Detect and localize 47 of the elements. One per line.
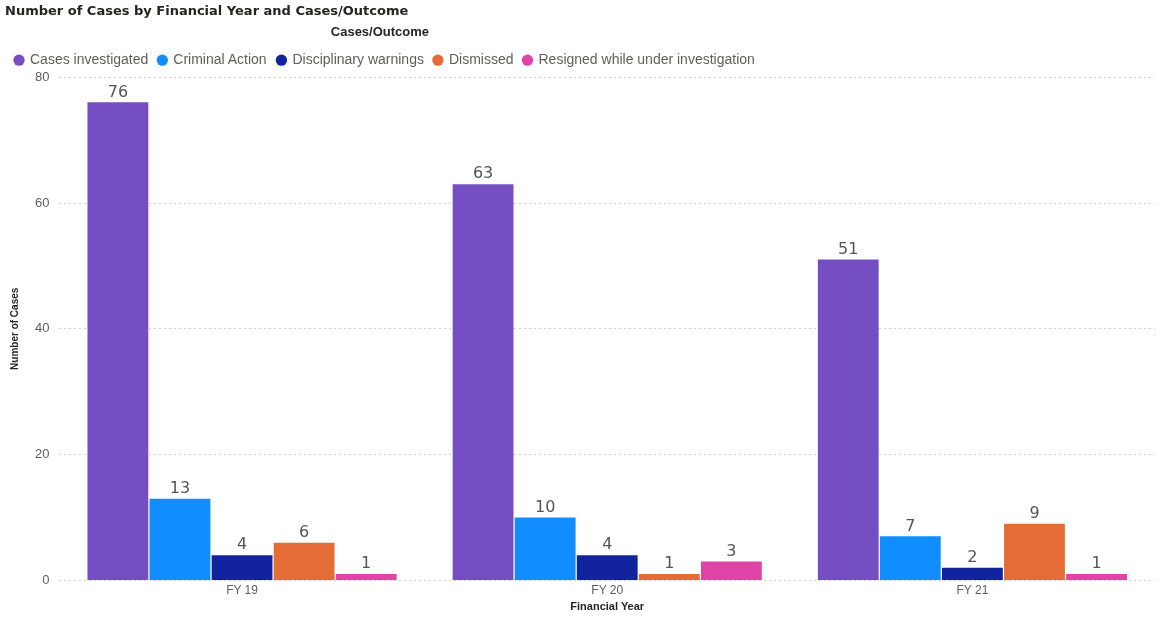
legend-label: Resigned while under investigation bbox=[538, 51, 755, 68]
bar bbox=[273, 542, 335, 580]
bar bbox=[576, 555, 638, 580]
bar bbox=[941, 567, 1003, 580]
data-label: 63 bbox=[472, 163, 494, 183]
y-tick-label: 80 bbox=[34, 68, 50, 84]
data-label: 4 bbox=[236, 534, 248, 554]
data-label: 51 bbox=[838, 238, 859, 258]
legend-label: Cases investigated bbox=[30, 51, 149, 68]
legend-label: Disciplinary warnings bbox=[292, 51, 424, 68]
bar bbox=[149, 498, 211, 580]
data-label: 2 bbox=[967, 546, 978, 566]
bar bbox=[1066, 574, 1127, 580]
data-label: 9 bbox=[1029, 502, 1040, 522]
legend-title: Cases/Outcome bbox=[330, 23, 430, 39]
data-label: 76 bbox=[107, 81, 129, 101]
legend-label: Dismissed bbox=[448, 51, 514, 68]
y-tick-label: 20 bbox=[34, 446, 50, 462]
bar bbox=[817, 259, 879, 580]
data-label: 7 bbox=[905, 515, 916, 535]
x-tick-label: FY 21 bbox=[956, 582, 989, 597]
data-label: 4 bbox=[602, 534, 613, 554]
chart-title: Number of Cases by Financial Year and Cases/Outcome bbox=[5, 3, 409, 19]
legend-label: Criminal Action bbox=[173, 51, 267, 68]
data-label: 10 bbox=[534, 496, 556, 516]
x-axis-title: Financial Year bbox=[570, 600, 645, 613]
y-tick-label: 40 bbox=[34, 320, 50, 336]
bar bbox=[1004, 523, 1065, 580]
bar bbox=[211, 555, 273, 580]
data-label: 6 bbox=[299, 521, 310, 541]
bar bbox=[335, 574, 397, 580]
y-axis-title: Number of Cases bbox=[8, 287, 20, 370]
data-label: 1 bbox=[361, 553, 372, 573]
data-label: 1 bbox=[664, 553, 675, 573]
bar bbox=[87, 102, 149, 580]
bar bbox=[879, 536, 941, 580]
y-tick-label: 0 bbox=[42, 571, 50, 587]
x-tick-label: FY 19 bbox=[226, 582, 259, 597]
x-tick-label: FY 20 bbox=[591, 582, 624, 597]
bar bbox=[514, 517, 576, 580]
data-label: 3 bbox=[726, 540, 737, 560]
bar bbox=[638, 574, 700, 580]
bar bbox=[452, 184, 514, 580]
data-label: 1 bbox=[1091, 553, 1102, 573]
y-tick-label: 60 bbox=[34, 194, 50, 210]
bar bbox=[700, 561, 762, 580]
data-label: 13 bbox=[169, 477, 191, 497]
